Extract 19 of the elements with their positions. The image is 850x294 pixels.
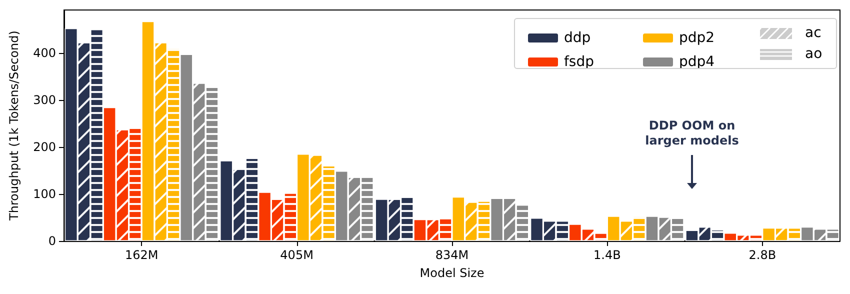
y-tick-label: 300 [33,92,56,107]
y-tick-label: 100 [33,186,56,201]
annotation: ao [805,46,822,62]
x-tick-label: 162M [124,248,158,262]
legend-label: ddp [564,30,591,46]
legend-label: fsdp [564,54,594,70]
annotation: ac [805,25,822,41]
x-tick-label: 834M [435,248,469,262]
x-axis-title: Model Size [420,266,484,280]
y-tick-label: 200 [33,140,56,154]
y-tick-label: 0 [48,234,56,248]
x-tick-label: 405M [280,248,314,262]
annotation: DDP OOM on larger models [645,118,739,148]
legend-label: pdp4 [679,54,715,70]
x-tick-label: 1.4B [594,248,621,262]
y-tick-label: 400 [33,46,56,60]
y-axis-title: Throughput (1k Tokens/Second) [7,30,21,222]
x-tick-label: 2.8B [748,248,776,262]
legend-label: pdp2 [679,30,715,46]
